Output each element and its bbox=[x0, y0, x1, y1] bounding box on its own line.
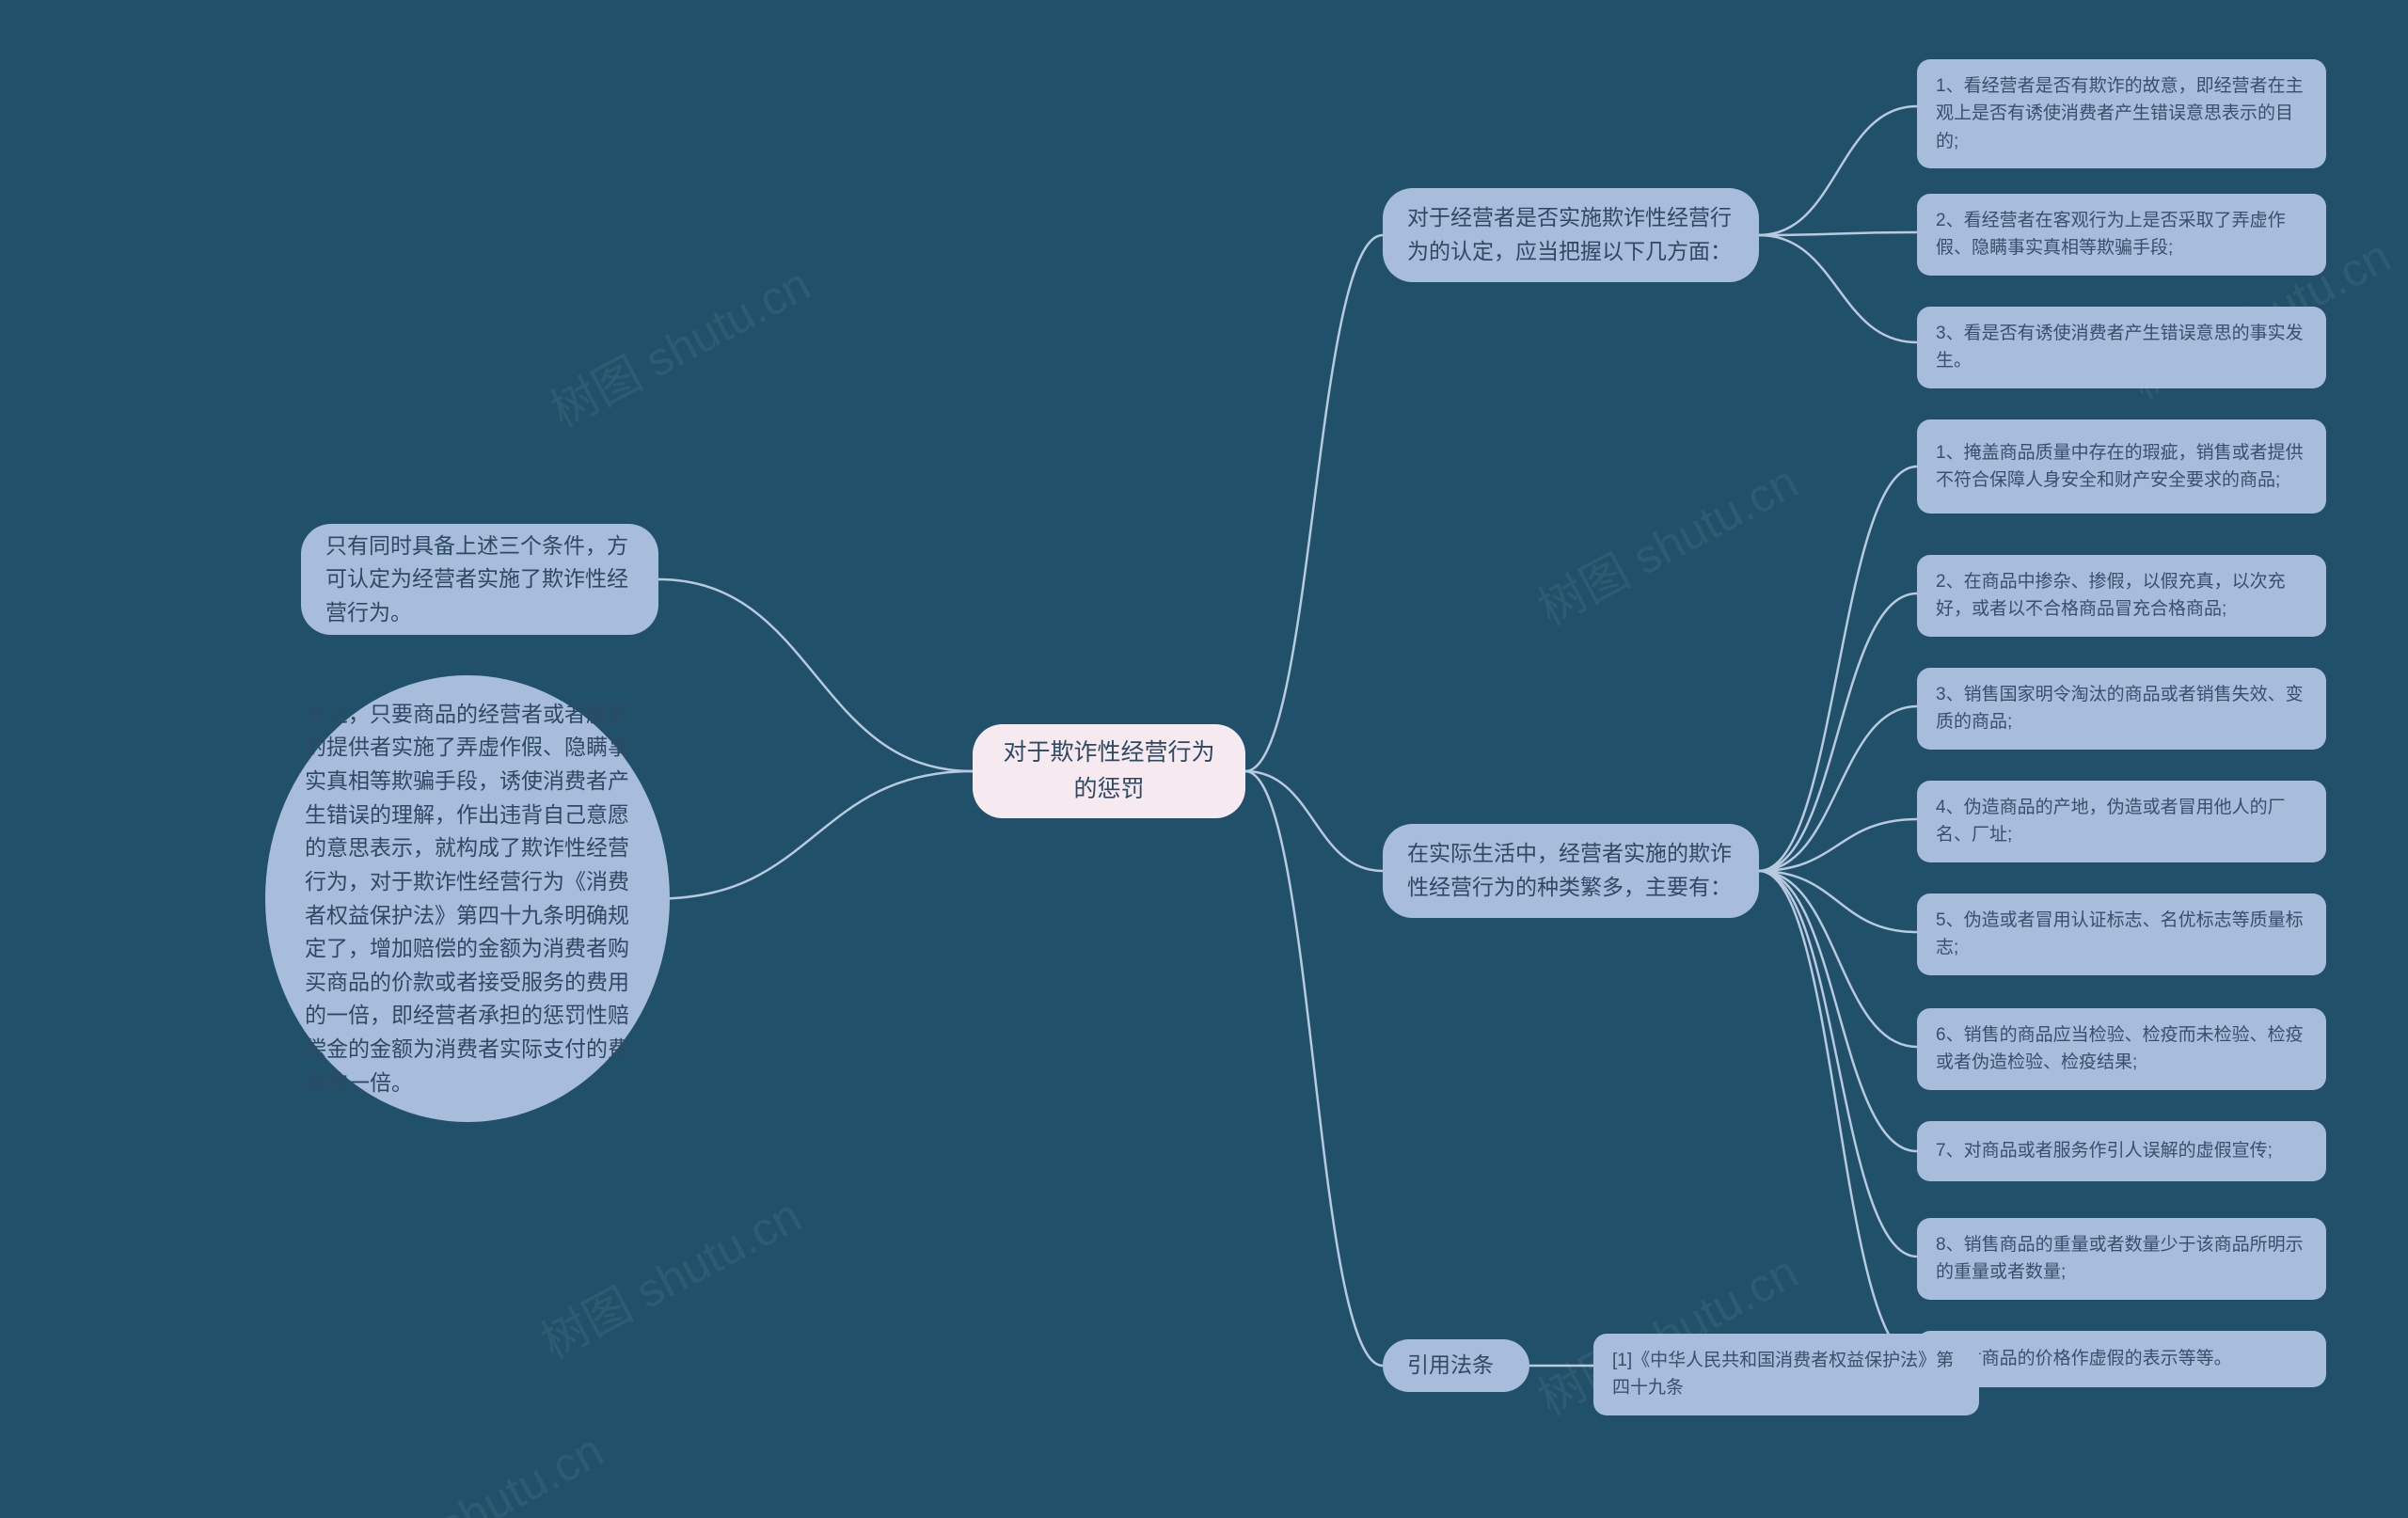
branch3-node: 引用法条 bbox=[1383, 1339, 1529, 1392]
center-node: 对于欺诈性经营行为的惩罚 bbox=[973, 724, 1245, 818]
branch1-child-2-text: 3、看是否有诱使消费者产生错误意思的事实发生。 bbox=[1936, 320, 2307, 375]
branch2-child-2: 3、销售国家明令淘汰的商品或者销售失效、变质的商品; bbox=[1917, 668, 2326, 750]
branch2-child-6-text: 7、对商品或者服务作引人误解的虚假宣传; bbox=[1936, 1137, 2273, 1164]
branch2-node: 在实际生活中，经营者实施的欺诈性经营行为的种类繁多，主要有： bbox=[1383, 824, 1759, 918]
watermark: 树图 shutu.cn bbox=[528, 1178, 811, 1372]
branch2-child-6: 7、对商品或者服务作引人误解的虚假宣传; bbox=[1917, 1121, 2326, 1181]
branch2-child-5: 6、销售的商品应当检验、检疫而未检验、检疫或者伪造检验、检疫结果; bbox=[1917, 1008, 2326, 1090]
branch2-label: 在实际生活中，经营者实施的欺诈性经营行为的种类繁多，主要有： bbox=[1407, 837, 1735, 904]
branch1-child-2: 3、看是否有诱使消费者产生错误意思的事实发生。 bbox=[1917, 307, 2326, 388]
center-label: 对于欺诈性经营行为的惩罚 bbox=[997, 735, 1221, 808]
branch2-child-0: 1、掩盖商品质量中存在的瑕疵，销售或者提供不符合保障人身安全和财产安全要求的商品… bbox=[1917, 419, 2326, 514]
left-conditions-text: 只有同时具备上述三个条件，方可认定为经营者实施了欺诈性经营行为。 bbox=[325, 530, 634, 630]
branch3-child-0-text: [1]《中华人民共和国消费者权益保护法》第四十九条 bbox=[1612, 1347, 1960, 1402]
branch2-child-7-text: 8、销售商品的重量或者数量少于该商品所明示的重量或者数量; bbox=[1936, 1231, 2307, 1287]
left-summary-text: 总之，只要商品的经营者或者服务的提供者实施了弄虚作假、隐瞒事实真相等欺骗手段，诱… bbox=[305, 698, 630, 1100]
branch3-label: 引用法条 bbox=[1407, 1349, 1494, 1383]
branch2-child-2-text: 3、销售国家明令淘汰的商品或者销售失效、变质的商品; bbox=[1936, 681, 2307, 736]
branch1-child-1: 2、看经营者在客观行为上是否采取了弄虚作假、隐瞒事实真相等欺骗手段; bbox=[1917, 194, 2326, 276]
watermark: 树图 shutu.cn bbox=[1525, 445, 1808, 639]
branch2-child-0-text: 1、掩盖商品质量中存在的瑕疵，销售或者提供不符合保障人身安全和财产安全要求的商品… bbox=[1936, 439, 2307, 495]
branch2-child-1: 2、在商品中掺杂、掺假，以假充真，以次充好，或者以不合格商品冒充合格商品; bbox=[1917, 555, 2326, 637]
branch1-child-0-text: 1、看经营者是否有欺诈的故意，即经营者在主观上是否有诱使消费者产生错误意思表示的… bbox=[1936, 72, 2307, 155]
left-conditions-node: 只有同时具备上述三个条件，方可认定为经营者实施了欺诈性经营行为。 bbox=[301, 524, 658, 635]
branch3-child-0: [1]《中华人民共和国消费者权益保护法》第四十九条 bbox=[1593, 1334, 1979, 1415]
branch1-child-0: 1、看经营者是否有欺诈的故意，即经营者在主观上是否有诱使消费者产生错误意思表示的… bbox=[1917, 59, 2326, 168]
branch2-child-5-text: 6、销售的商品应当检验、检疫而未检验、检疫或者伪造检验、检疫结果; bbox=[1936, 1021, 2307, 1077]
branch2-child-3-text: 4、伪造商品的产地，伪造或者冒用他人的厂名、厂址; bbox=[1936, 794, 2307, 849]
branch2-child-4-text: 5、伪造或者冒用认证标志、名优标志等质量标志; bbox=[1936, 907, 2307, 962]
watermark: 树图 shutu.cn bbox=[330, 1414, 613, 1518]
left-summary-node: 总之，只要商品的经营者或者服务的提供者实施了弄虚作假、隐瞒事实真相等欺骗手段，诱… bbox=[265, 675, 670, 1122]
branch2-child-3: 4、伪造商品的产地，伪造或者冒用他人的厂名、厂址; bbox=[1917, 781, 2326, 862]
watermark: 树图 shutu.cn bbox=[537, 247, 820, 441]
branch2-child-4: 5、伪造或者冒用认证标志、名优标志等质量标志; bbox=[1917, 893, 2326, 975]
branch1-child-1-text: 2、看经营者在客观行为上是否采取了弄虚作假、隐瞒事实真相等欺骗手段; bbox=[1936, 207, 2307, 262]
branch2-child-8-text: 9、对商品的价格作虚假的表示等等。 bbox=[1936, 1345, 2232, 1372]
branch2-child-1-text: 2、在商品中掺杂、掺假，以假充真，以次充好，或者以不合格商品冒充合格商品; bbox=[1936, 568, 2307, 624]
branch2-child-7: 8、销售商品的重量或者数量少于该商品所明示的重量或者数量; bbox=[1917, 1218, 2326, 1300]
branch1-label: 对于经营者是否实施欺诈性经营行为的认定，应当把握以下几方面： bbox=[1407, 201, 1735, 268]
branch1-node: 对于经营者是否实施欺诈性经营行为的认定，应当把握以下几方面： bbox=[1383, 188, 1759, 282]
